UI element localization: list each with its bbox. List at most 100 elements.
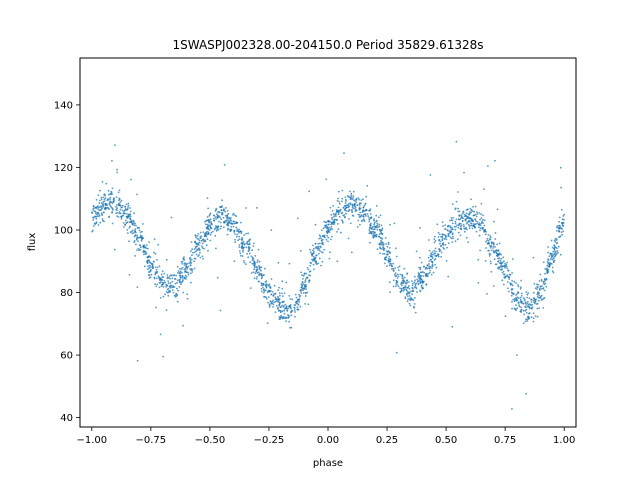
data-point — [540, 288, 543, 290]
data-point — [559, 166, 562, 169]
data-point — [408, 302, 411, 305]
data-point — [449, 225, 451, 227]
data-point — [487, 250, 489, 252]
data-point — [320, 251, 323, 253]
data-point — [414, 311, 417, 314]
data-point — [201, 242, 204, 245]
data-point — [135, 224, 137, 227]
data-point — [359, 204, 361, 207]
data-point — [407, 292, 410, 295]
data-point — [148, 260, 151, 262]
data-point — [224, 220, 227, 222]
data-point — [169, 275, 171, 277]
data-point — [402, 287, 404, 290]
data-point — [278, 303, 281, 306]
data-point — [525, 318, 527, 321]
data-point — [335, 212, 337, 215]
data-point — [451, 222, 454, 225]
data-point — [313, 268, 315, 271]
data-point — [378, 216, 380, 219]
data-point — [413, 275, 416, 278]
data-point — [504, 275, 506, 278]
data-point — [480, 213, 482, 216]
data-point — [383, 248, 386, 250]
data-point — [516, 296, 519, 299]
data-point — [227, 224, 230, 227]
data-point — [414, 437, 416, 439]
data-point — [358, 214, 361, 216]
data-point — [508, 278, 511, 280]
data-point — [498, 267, 500, 270]
data-point — [261, 282, 263, 285]
data-point — [265, 297, 268, 300]
data-point — [328, 257, 331, 260]
data-point — [120, 218, 123, 220]
data-point — [290, 326, 293, 329]
data-point — [333, 214, 336, 216]
data-point — [306, 277, 308, 279]
data-point — [216, 276, 219, 279]
data-point — [239, 252, 242, 255]
data-point — [528, 312, 531, 315]
x-axis-ticks: −1.00 −0.75 −0.50 −0.25 0.00 0.25 0.50 0.75 1.00 — [76, 427, 575, 446]
data-point — [238, 235, 241, 238]
data-point — [122, 222, 125, 224]
data-point — [221, 213, 223, 216]
data-point — [112, 200, 115, 203]
data-point — [154, 252, 157, 255]
data-point — [529, 303, 531, 305]
data-point — [513, 307, 516, 310]
data-point — [159, 297, 162, 299]
data-point — [478, 223, 480, 226]
data-point — [226, 233, 229, 236]
data-point — [124, 209, 126, 212]
data-point — [479, 224, 482, 227]
data-point — [207, 249, 209, 252]
data-point — [272, 299, 274, 302]
data-point — [511, 284, 514, 287]
data-point — [393, 273, 396, 276]
x-tick-label: 0.50 — [435, 435, 457, 446]
data-point — [276, 298, 278, 301]
data-point — [167, 294, 170, 297]
data-point — [247, 250, 250, 253]
data-point — [94, 223, 96, 226]
data-point — [442, 244, 445, 247]
data-point — [125, 215, 128, 218]
data-point — [107, 189, 110, 192]
data-point — [227, 213, 230, 215]
data-point — [128, 274, 131, 276]
data-point — [495, 252, 498, 255]
data-point — [501, 265, 504, 268]
data-point — [124, 206, 127, 208]
data-point — [350, 251, 353, 254]
data-point — [408, 295, 411, 297]
data-point — [360, 199, 363, 202]
data-point — [126, 208, 129, 211]
data-point — [365, 209, 368, 212]
x-tick-label: 1.00 — [553, 435, 575, 446]
data-point — [524, 309, 527, 312]
data-point — [368, 229, 371, 231]
data-point — [512, 298, 514, 301]
data-point — [145, 244, 148, 247]
data-point — [269, 300, 272, 302]
data-point — [305, 288, 307, 290]
data-point — [558, 224, 561, 227]
data-point — [209, 212, 212, 215]
data-point — [317, 246, 320, 248]
data-point — [433, 249, 436, 252]
y-axis-label: flux — [27, 233, 38, 252]
data-point — [473, 224, 476, 226]
data-point — [115, 208, 117, 211]
data-point — [500, 261, 502, 263]
data-point — [511, 258, 514, 260]
data-point — [372, 228, 375, 231]
data-point — [544, 279, 547, 282]
data-point — [450, 237, 453, 240]
data-point — [406, 279, 408, 282]
data-point — [506, 261, 509, 264]
data-point — [248, 239, 251, 241]
data-point — [293, 309, 296, 312]
data-point — [243, 246, 246, 249]
